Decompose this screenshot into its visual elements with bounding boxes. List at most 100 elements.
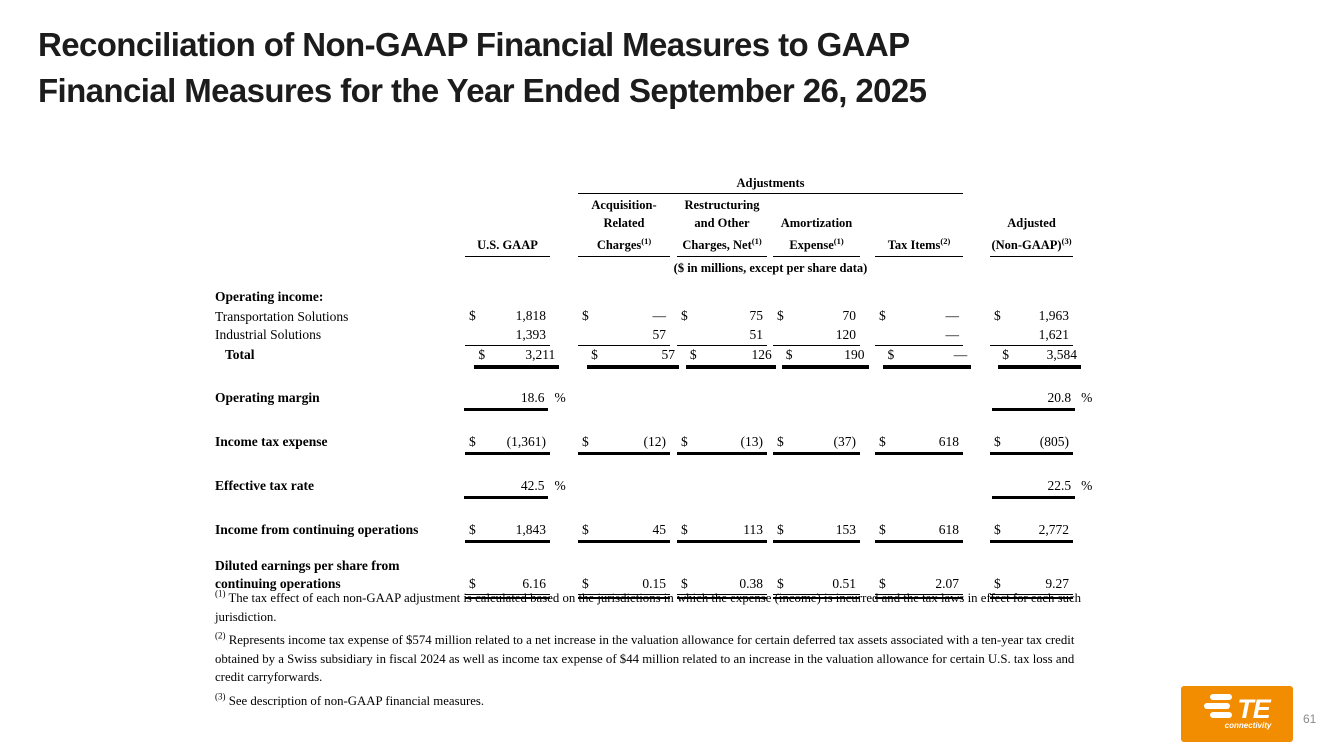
row-diluted-eps: Diluted earnings per share from continui… (215, 557, 1099, 600)
cell-restructuring: 51 (677, 326, 767, 347)
cell-adjusted: $9.27 (990, 575, 1073, 600)
dollar-sign: $ (469, 522, 476, 538)
units-note: ($ in millions, except per share data) (673, 261, 868, 276)
cell-acquisition: $57 (587, 346, 679, 370)
cell-amortization: $153 (773, 521, 860, 544)
row-operating-income-section: Operating income: (215, 288, 1099, 306)
cell-adjusted: 1,621 (990, 326, 1073, 347)
col-header-tax-items: Tax Items(2) (875, 232, 963, 258)
row-industrial-solutions: Industrial Solutions 1,393 57 51 120 — 1… (215, 326, 1099, 347)
cell-tax-items: $ — (883, 346, 972, 370)
dollar-sign: $ (879, 308, 886, 324)
row-income-tax-expense: Income tax expense $ (1,361) $ (12) $ (13) … (215, 433, 1099, 456)
cell-us-gaap: 42.5 (463, 477, 549, 500)
row-label: Effective tax rate (215, 478, 314, 494)
cell-tax-items: $2.07 (875, 575, 963, 600)
dollar-sign: $ (582, 576, 589, 592)
footnote-2: (2) Represents income tax expense of $57… (215, 630, 1075, 684)
cell-tax-items: $618 (875, 521, 963, 544)
percent-sign: % (1081, 390, 1093, 406)
cell-us-gaap: $1,843 (465, 521, 550, 544)
te-connectivity-logo: TE connectivity (1181, 686, 1293, 742)
row-label: Operating margin (215, 390, 320, 406)
cell-restructuring: $126 (685, 346, 776, 370)
row-label: Transportation Solutions (215, 309, 349, 325)
footnote-1: (1) The tax effect of each non-GAAP adju… (215, 588, 1082, 624)
dollar-sign: $ (478, 347, 486, 363)
reconciliation-table: Adjustments U.S. GAAP Acquisition- Relat… (215, 176, 1099, 600)
adjustments-spanner-row: Adjustments (215, 176, 1099, 194)
cell-acquisition: 57 (578, 326, 670, 347)
title-line-1: Reconciliation of Non-GAAP Financial Mea… (38, 26, 910, 63)
dollar-sign: $ (582, 434, 589, 450)
dollar-sign: $ (994, 308, 1001, 324)
cell-acquisition: $0.15 (578, 575, 670, 600)
adjustments-header: Adjustments (578, 176, 963, 194)
dollar-sign: $ (469, 308, 476, 324)
dollar-sign: $ (777, 308, 784, 324)
dollar-sign: $ (777, 522, 784, 538)
cell-adjusted: $3,584 (998, 346, 1082, 370)
row-label: Total (225, 347, 255, 363)
dollar-sign: $ (777, 434, 784, 450)
row-effective-tax-rate: Effective tax rate 42.5 % 22.5 % (215, 477, 1099, 500)
dollar-sign: $ (994, 576, 1001, 592)
page-number: 61 (1303, 712, 1317, 726)
cell-us-gaap: $ (1,361) (465, 433, 550, 456)
cell-amortization: $70 (777, 308, 856, 324)
cell-adjusted: $1,963 (994, 308, 1069, 324)
footnote-3: (3) See description of non-GAAP financia… (215, 691, 485, 708)
footnotes: (1) The tax effect of each non-GAAP adju… (215, 589, 1093, 715)
cell-tax-items: $ — (879, 308, 959, 324)
cell-adjusted: 20.8 (992, 389, 1076, 412)
cell-restructuring: $75 (681, 308, 763, 324)
te-logo-bars-icon (1204, 694, 1234, 724)
cell-amortization: $190 (781, 346, 869, 370)
row-transportation-solutions: Transportation Solutions $1,818 $ — $75 $… (215, 307, 1099, 326)
dollar-sign: $ (582, 522, 589, 538)
cell-restructuring: $113 (677, 521, 767, 544)
row-label: Income tax expense (215, 434, 328, 450)
row-label: Diluted earnings per share from continui… (215, 558, 400, 592)
cell-amortization: 120 (773, 326, 860, 347)
dollar-sign: $ (994, 522, 1001, 538)
dollar-sign: $ (681, 522, 688, 538)
dollar-sign: $ (582, 308, 589, 324)
cell-us-gaap: 18.6 (463, 389, 549, 412)
cell-tax-items: $618 (875, 433, 963, 456)
cell-us-gaap: $3,211 (474, 346, 560, 370)
percent-sign: % (554, 390, 566, 406)
dollar-sign: $ (681, 576, 688, 592)
cell-us-gaap: $6.16 (465, 575, 550, 600)
cell-restructuring: $0.38 (677, 575, 767, 600)
dollar-sign: $ (785, 347, 793, 363)
dollar-sign: $ (591, 347, 598, 363)
cell-acquisition: $45 (578, 521, 670, 544)
column-header-row: U.S. GAAP Acquisition- Related Charges(1… (215, 196, 1099, 258)
dollar-sign: $ (887, 347, 895, 363)
percent-sign: % (554, 478, 566, 494)
page-title: Reconciliation of Non-GAAP Financial Mea… (38, 22, 927, 114)
dollar-sign: $ (689, 347, 697, 363)
cell-adjusted: 22.5 (992, 477, 1076, 500)
row-income-continuing-operations: Income from continuing operations $1,843… (215, 521, 1099, 544)
col-header-amortization-expense: Amortization Expense(1) (773, 214, 860, 258)
dollar-sign: $ (879, 434, 886, 450)
cell-restructuring: $ (13) (677, 433, 767, 456)
col-header-us-gaap: U.S. GAAP (465, 236, 550, 258)
cell-adjusted: $2,772 (990, 521, 1073, 544)
dollar-sign: $ (469, 576, 476, 592)
row-total: Total $3,211 $57 $126 $190 $ — $3,584 (215, 346, 1099, 370)
title-line-2: Financial Measures for the Year Ended Se… (38, 72, 927, 109)
dollar-sign: $ (879, 522, 886, 538)
percent-sign: % (1081, 478, 1093, 494)
dollar-sign: $ (681, 308, 688, 324)
logo-tagline: connectivity (1224, 721, 1272, 730)
dollar-sign: $ (879, 576, 886, 592)
cell-amortization: $0.51 (773, 575, 860, 600)
cell-us-gaap: 1,393 (465, 326, 550, 347)
cell-amortization: $ (37) (773, 433, 860, 456)
dollar-sign: $ (1002, 347, 1009, 363)
cell-tax-items: — (875, 326, 963, 347)
section-label: Operating income: (215, 289, 324, 305)
